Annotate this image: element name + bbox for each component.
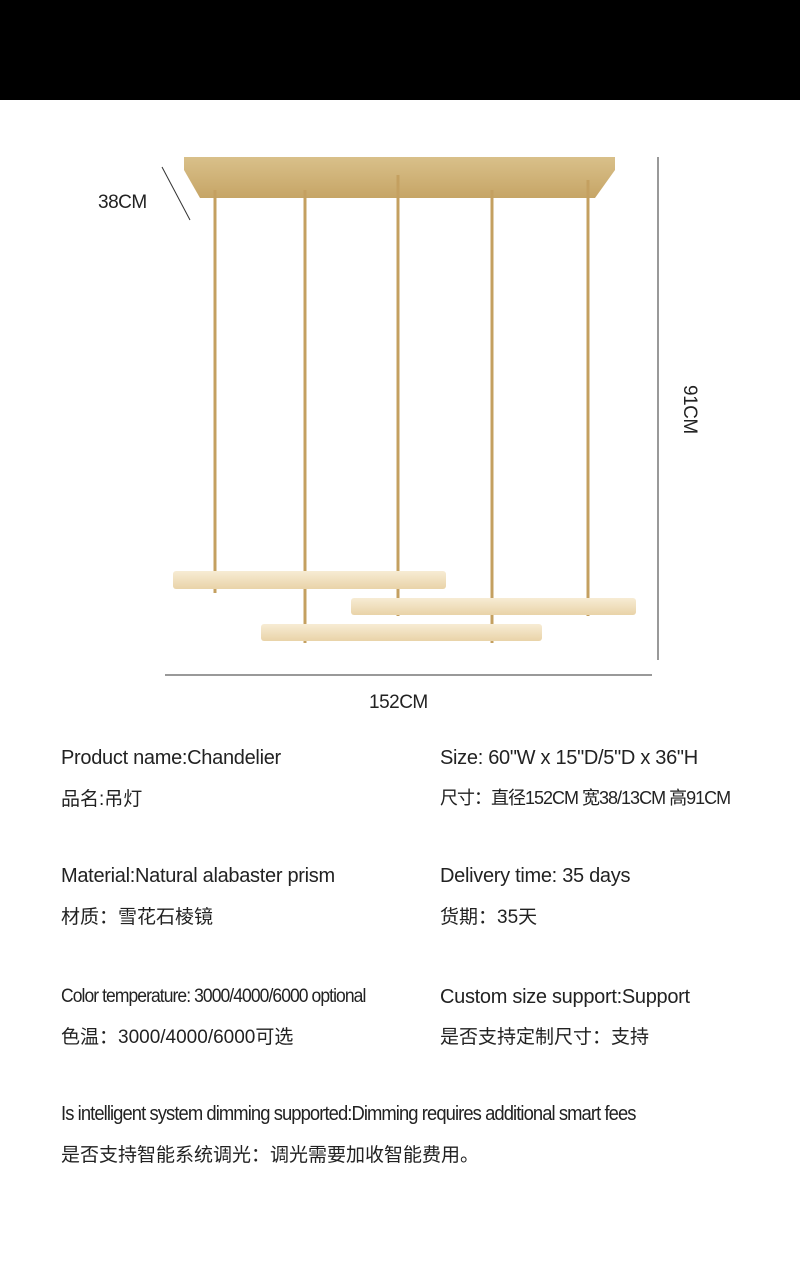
light-bar bbox=[351, 598, 636, 615]
light-bar bbox=[173, 571, 446, 589]
product-name-zh: 品名:吊灯 bbox=[61, 789, 143, 810]
material-zh: 材质：雪花石棱镜 bbox=[61, 907, 214, 928]
custom-size-zh: 是否支持定制尺寸：支持 bbox=[440, 1027, 650, 1048]
header-bar bbox=[0, 0, 800, 100]
chandelier-illustration bbox=[161, 157, 659, 676]
material-en: Material:Natural alabaster prism bbox=[61, 865, 335, 887]
custom-size-en: Custom size support:Support bbox=[440, 986, 690, 1008]
product-name-en: Product name:Chandelier bbox=[61, 747, 281, 769]
size-en: Size: 60"W x 15"D/5"D x 36"H bbox=[440, 747, 698, 769]
width-label: 152CM bbox=[369, 692, 428, 713]
dimming-en: Is intelligent system dimming supported:… bbox=[61, 1103, 636, 1125]
light-bar bbox=[261, 624, 542, 641]
size-zh: 尺寸：直径152CM 宽38/13CM 高91CM bbox=[440, 788, 731, 808]
depth-label: 38CM bbox=[98, 192, 147, 213]
color-temp-en: Color temperature: 3000/4000/6000 option… bbox=[61, 986, 366, 1007]
dimming-zh: 是否支持智能系统调光：调光需要加收智能费用。 bbox=[61, 1145, 480, 1166]
depth-dimension-line bbox=[161, 166, 191, 221]
delivery-zh: 货期：35天 bbox=[440, 907, 538, 928]
rods bbox=[213, 175, 590, 643]
height-label: 91CM bbox=[679, 385, 700, 434]
delivery-en: Delivery time: 35 days bbox=[440, 865, 631, 887]
color-temp-zh: 色温：3000/4000/6000可选 bbox=[61, 1027, 294, 1048]
